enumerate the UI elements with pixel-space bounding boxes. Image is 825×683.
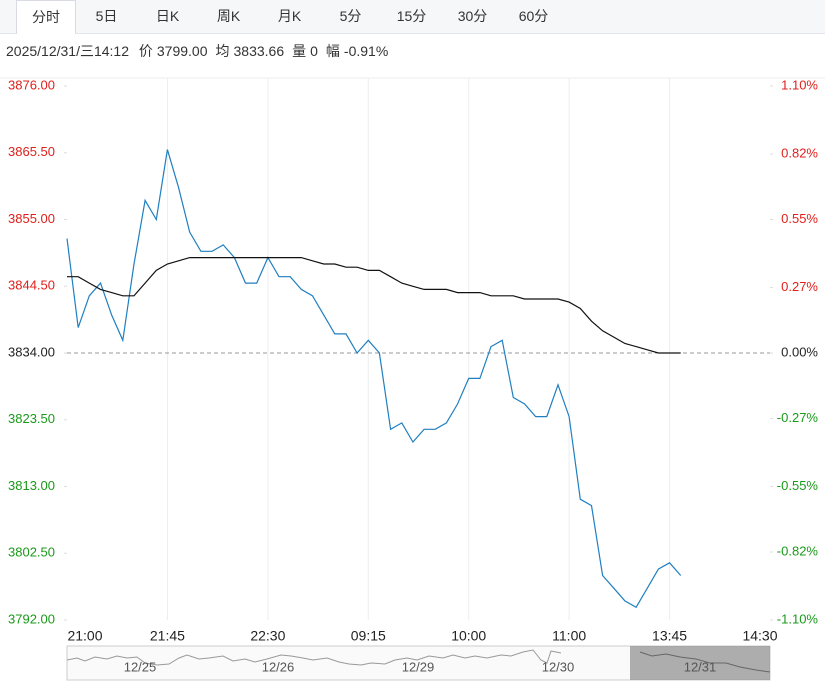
info-time: 2025/12/31/三14:12 bbox=[6, 43, 129, 59]
y-tick-label: 3834.00 bbox=[8, 344, 55, 359]
info-value: 3833.66 bbox=[233, 43, 285, 59]
tab[interactable]: 60分 bbox=[518, 8, 549, 24]
y-tick-label: 3792.00 bbox=[8, 611, 55, 626]
tab[interactable]: 日K bbox=[155, 8, 180, 24]
series-line bbox=[67, 257, 681, 354]
info-value: 3799.00 bbox=[156, 43, 208, 59]
navigator-date: 12/30 bbox=[542, 659, 575, 674]
navigator-date: 12/31 bbox=[684, 659, 717, 674]
x-tick-label: 22:30 bbox=[250, 628, 285, 644]
x-tick-label: 21:00 bbox=[67, 628, 102, 644]
navigator-window[interactable] bbox=[630, 646, 770, 680]
y2-tick-label: -0.55% bbox=[777, 478, 819, 493]
navigator-window-line bbox=[639, 651, 771, 673]
navigator-date: 12/25 bbox=[124, 659, 157, 674]
info-label: 幅 bbox=[325, 43, 340, 59]
x-tick-label: 11:00 bbox=[552, 628, 586, 644]
series-line bbox=[66, 149, 682, 609]
navigator-date: 12/26 bbox=[262, 659, 295, 674]
navigator-line bbox=[66, 649, 562, 666]
tab[interactable]: 月K bbox=[277, 8, 302, 24]
y-tick-label: 3865.50 bbox=[8, 144, 55, 159]
y-tick-label: 3813.00 bbox=[8, 478, 55, 493]
tab[interactable]: 15分 bbox=[396, 8, 427, 24]
tab[interactable]: 周K bbox=[216, 8, 241, 24]
x-tick-label: 14:30 bbox=[742, 628, 777, 644]
y2-tick-label: 0.00% bbox=[781, 344, 818, 359]
info-value: 0 bbox=[310, 43, 318, 59]
info-value: -0.91% bbox=[343, 43, 389, 59]
y-tick-label: 3876.00 bbox=[8, 77, 55, 92]
tab-bar: 分时 5日 日K 周K 月K 5分 15分 30分 60分 bbox=[0, 0, 825, 34]
y2-tick-label: -1.10% bbox=[777, 611, 819, 626]
y-tick-label: 3823.50 bbox=[8, 411, 55, 426]
tab[interactable]: 5日 bbox=[95, 8, 118, 24]
x-tick-label: 21:45 bbox=[150, 628, 185, 644]
tab[interactable]: 30分 bbox=[457, 8, 488, 24]
y2-tick-label: 0.27% bbox=[781, 279, 818, 294]
tab[interactable]: 分时 bbox=[16, 0, 76, 34]
navigator-date: 12/29 bbox=[402, 659, 435, 674]
y-tick-label: 3844.50 bbox=[8, 278, 55, 293]
info-line: 2025/12/31/三14:12 价 3799.00 均 3833.66 量 0 幅 -0.… bbox=[6, 41, 396, 61]
x-tick-label: 09:15 bbox=[351, 628, 386, 644]
info-label: 量 bbox=[292, 43, 307, 59]
info-label: 均 bbox=[215, 43, 230, 59]
y2-tick-label: 0.55% bbox=[781, 211, 818, 226]
y-tick-label: 3802.50 bbox=[8, 545, 55, 560]
tab[interactable]: 5分 bbox=[339, 8, 362, 24]
y2-tick-label: 1.10% bbox=[781, 77, 818, 92]
info-label: 价 bbox=[138, 43, 153, 59]
x-tick-label: 10:00 bbox=[451, 628, 486, 644]
x-tick-label: 13:45 bbox=[652, 628, 687, 644]
y2-tick-label: 0.82% bbox=[781, 145, 818, 160]
y2-tick-label: -0.27% bbox=[777, 410, 819, 425]
y-tick-label: 3855.00 bbox=[8, 211, 55, 226]
y2-tick-label: -0.82% bbox=[777, 543, 819, 558]
